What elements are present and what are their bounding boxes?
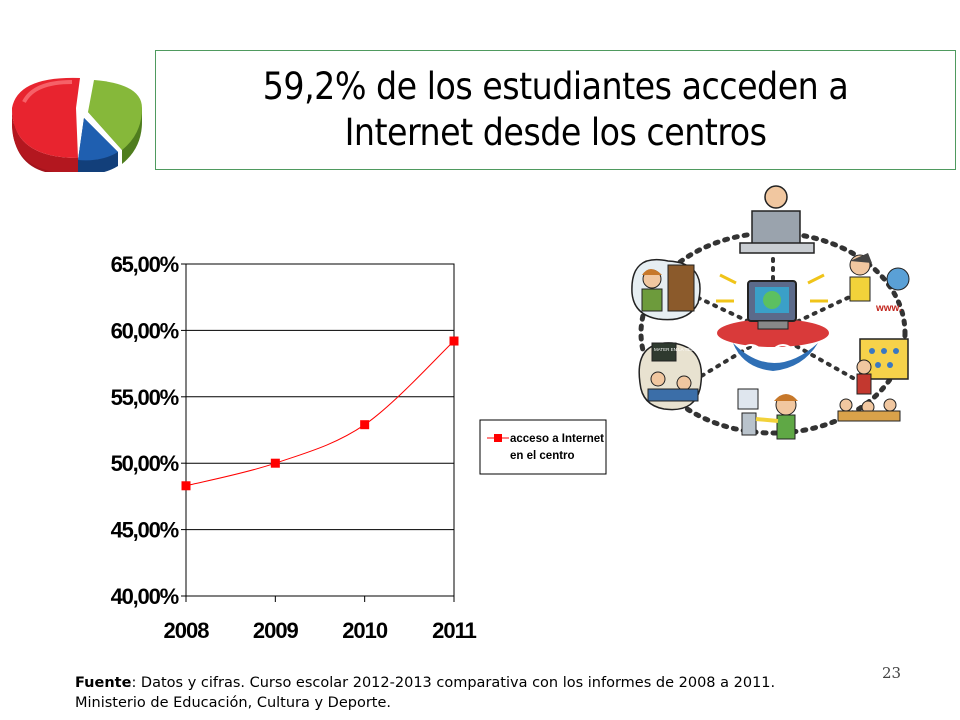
legend-label-line-1: acceso a Internet [510, 433, 604, 445]
y-tick-label: 65,00% [111, 252, 179, 277]
source-label: Fuente [75, 675, 132, 691]
plot-area-frame [185, 263, 455, 597]
chart-series [181, 336, 459, 491]
students-internet-network-icon: www. MATER EN LA TELE [631, 185, 910, 440]
x-tick-label: 2011 [432, 618, 476, 643]
x-tick-label: 2009 [253, 618, 299, 643]
legend-marker-swatch [494, 434, 502, 442]
source-text-line-2: Ministerio de Educación, Cultura y Depor… [75, 695, 392, 711]
data-point-marker [449, 336, 459, 346]
line-chart: 40,00% 45,00% 50,00% 55,00% 60,00% 65,00% 200… [111, 252, 607, 643]
x-axis-tick-labels: 2008 2009 2010 2011 [164, 618, 478, 643]
data-point-marker [360, 420, 370, 430]
page-title-line-2: Internet desde los centros [344, 111, 767, 154]
y-tick-label: 50,00% [111, 451, 179, 476]
legend-box [479, 419, 607, 475]
y-tick-label: 60,00% [111, 318, 179, 343]
source-note: Fuente: Datos y cifras. Curso escolar 20… [75, 673, 875, 713]
source-text: : Datos y cifras. Curso escolar 2012-201… [131, 675, 776, 691]
y-tick-label: 45,00% [111, 518, 179, 543]
title-box: 59,2% de los estudiantes acceden a Inter… [155, 50, 956, 170]
illustration-www-label: www. [875, 303, 902, 314]
chart-axes [181, 263, 455, 602]
chart-legend: acceso a Internet en el centro [479, 419, 607, 475]
page-title-line-1: 59,2% de los estudiantes acceden a [262, 65, 849, 108]
y-axis-tick-labels: 40,00% 45,00% 50,00% 55,00% 60,00% 65,00% [111, 252, 180, 609]
illustration-sign-label: MATER EN LA TELE [654, 347, 696, 352]
legend-label-line-2: en el centro [510, 450, 575, 462]
x-tick-label: 2008 [164, 618, 210, 643]
x-tick-label: 2010 [342, 618, 388, 643]
y-tick-label: 40,00% [111, 584, 179, 609]
chart-gridlines [186, 263, 454, 597]
data-point-marker [270, 458, 280, 468]
series-line [185, 340, 455, 487]
pie-chart-logo-icon [12, 77, 142, 172]
data-point-marker [181, 481, 191, 491]
slide-number: 23 [882, 664, 902, 682]
y-tick-label: 55,00% [111, 385, 179, 410]
